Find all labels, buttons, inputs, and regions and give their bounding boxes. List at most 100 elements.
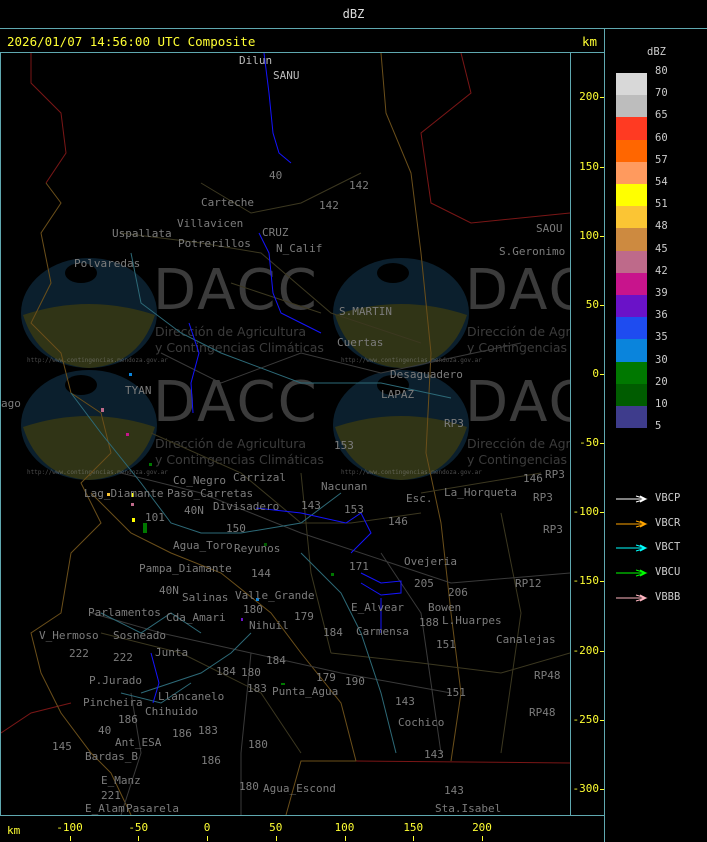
y-tick-label: -200 xyxy=(572,643,600,657)
map-label: Carmensa xyxy=(356,625,409,638)
map-label: RP48 xyxy=(529,706,556,719)
y-tick-mark xyxy=(600,235,604,237)
map-label: Divisadero xyxy=(213,500,280,513)
y-tick-label: -150 xyxy=(572,574,600,588)
country-border xyxy=(1,53,570,764)
y-tick-mark xyxy=(600,166,604,168)
dacc-logo-icon xyxy=(21,258,157,368)
watermark-line1: Dirección de Agricultura xyxy=(467,324,570,339)
map-label: Sosneado xyxy=(113,629,166,642)
legend-swatch xyxy=(616,317,647,340)
watermark-logo-text: DACC xyxy=(153,258,319,323)
map-label: Chihuido xyxy=(145,705,198,718)
x-tick-label: -50 xyxy=(128,821,149,834)
legend-swatch xyxy=(616,95,647,118)
map-label: E_Manz xyxy=(101,774,141,787)
y-tick-mark xyxy=(600,374,604,375)
x-tick-mark xyxy=(138,836,140,841)
x-tick-mark xyxy=(482,836,483,841)
divider xyxy=(604,29,605,842)
x-tick-label: 100 xyxy=(334,821,355,834)
map-label: S.MARTIN xyxy=(339,305,392,318)
dacc-logo-icon xyxy=(21,370,157,480)
map-label: Sta.Isabel xyxy=(435,802,502,815)
radar-name-label: VBCT xyxy=(655,541,681,554)
map-label: 222 xyxy=(113,651,133,664)
map-label: RP3 xyxy=(444,417,464,430)
legend-swatch xyxy=(616,228,647,251)
map-label: Agua_Escond xyxy=(263,782,336,795)
watermark-url: http://www.contingencias.mendoza.gov.ar xyxy=(341,469,482,476)
legend-level-label: 70 xyxy=(655,87,668,100)
province-border xyxy=(30,53,462,815)
map-label: 186 xyxy=(172,727,192,740)
map-label: 143 xyxy=(301,499,321,512)
radar-name-label: VBCP xyxy=(655,492,681,504)
radar-arrow-icon xyxy=(616,544,648,552)
map-label: 142 xyxy=(319,199,339,212)
map-header: 2026/01/07 14:56:00 UTC Composite km xyxy=(0,29,604,53)
map-label: 153 xyxy=(344,503,364,516)
x-tick-label: 150 xyxy=(403,821,424,834)
map-label: RP12 xyxy=(515,577,542,590)
y-tick-mark xyxy=(600,512,604,514)
watermark-url: http://www.contingencias.mendoza.gov.ar xyxy=(27,357,168,364)
radar-echo-cells xyxy=(101,373,334,685)
map-label: Carteche xyxy=(201,196,254,209)
map-label: Cochico xyxy=(398,716,445,729)
map-label: 180 xyxy=(239,780,259,793)
legend-level-label: 35 xyxy=(655,331,668,344)
unit-label-bottom: km xyxy=(7,824,21,837)
map-label: 150 xyxy=(226,522,246,535)
map-label: 145 xyxy=(52,740,72,753)
legend-level-label: 42 xyxy=(655,264,668,277)
map-label: 143 xyxy=(444,784,464,797)
legend-swatch xyxy=(616,406,647,429)
map-label: E_Alvear xyxy=(351,601,404,614)
y-tick-mark xyxy=(600,443,604,445)
legend-level-label: 57 xyxy=(655,153,668,166)
timestamp-label: 2026/01/07 14:56:00 UTC Composite xyxy=(7,34,256,49)
legend-title: dBZ xyxy=(647,46,666,58)
map-label: 179 xyxy=(316,671,336,684)
legend-swatch xyxy=(616,206,647,229)
map-label: V_Hermoso xyxy=(39,629,99,642)
road xyxy=(90,342,570,815)
y-tick-label: -250 xyxy=(572,712,600,726)
map-label: Nacunan xyxy=(321,480,368,493)
y-tick-label: 150 xyxy=(579,159,599,173)
map-label: SANU xyxy=(273,69,300,82)
map-label: 183 xyxy=(247,682,267,695)
legend-swatch xyxy=(616,73,647,96)
radar-arrow-icon xyxy=(616,520,648,528)
legend-level-label: 80 xyxy=(655,65,668,77)
watermark-line1: Dirección de Agricultura xyxy=(467,436,570,451)
radar-map[interactable]: DACC DACC DACC DACC Dirección de Agricul… xyxy=(1,53,570,815)
map-label: Villavicen xyxy=(177,217,244,230)
map-label: Agua_Toro xyxy=(173,539,233,552)
map-label: N_Calif xyxy=(276,242,323,255)
title-bar: dBZ xyxy=(0,0,707,29)
watermark-line2: y Contingencias Climáticas xyxy=(467,452,570,467)
map-label: 221 xyxy=(101,789,121,802)
y-tick-mark xyxy=(600,719,604,721)
map-label: CRUZ xyxy=(262,226,289,239)
map-label: 146 xyxy=(388,515,408,528)
legend-level-label: 20 xyxy=(655,375,668,388)
map-label: Valle_Grande xyxy=(235,589,315,602)
divider xyxy=(0,815,604,816)
map-label: RP3 xyxy=(543,523,563,536)
dacc-logo-icon xyxy=(333,370,469,480)
x-tick-label: 200 xyxy=(472,821,492,834)
legend-swatch xyxy=(616,139,647,162)
map-label: Pincheira xyxy=(83,696,143,709)
y-tick-label: -300 xyxy=(572,781,600,795)
radar-echo-contour xyxy=(150,53,402,704)
map-label: Desaguadero xyxy=(390,368,463,381)
legend-level-label: 60 xyxy=(655,131,668,144)
map-label: 180 xyxy=(243,603,263,616)
map-label: 184 xyxy=(216,665,236,678)
map-label: Pampa_Diamante xyxy=(139,562,232,575)
x-tick-mark xyxy=(344,836,346,841)
map-label: 180 xyxy=(248,738,268,751)
